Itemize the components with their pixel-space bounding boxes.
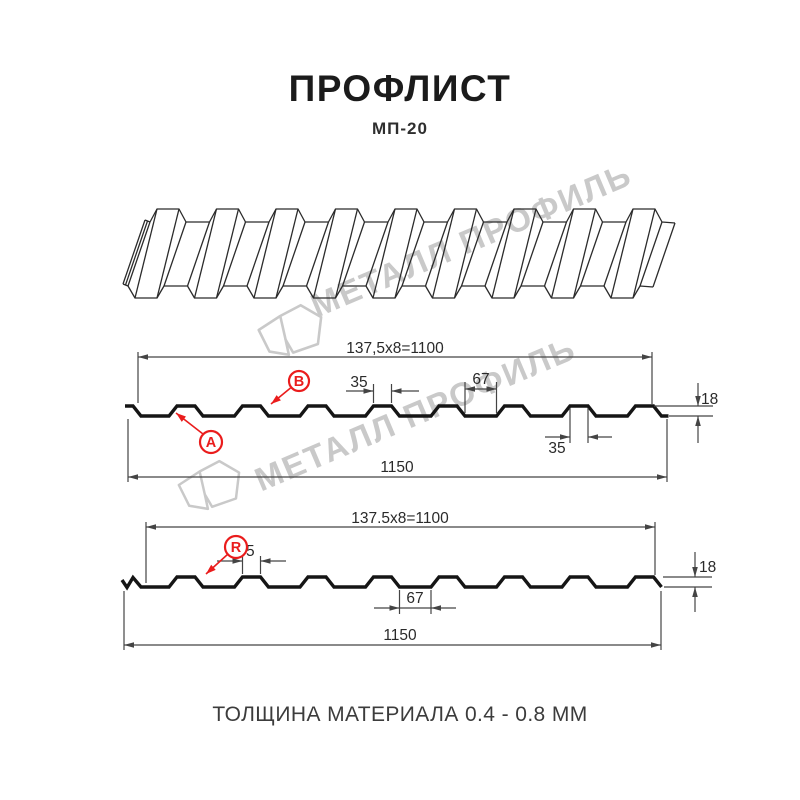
label-marker-b bbox=[287, 369, 311, 393]
dim-working-width-top: 137,5x8=1100 bbox=[346, 340, 444, 357]
dimension-lines bbox=[123, 352, 713, 650]
callout-arrows bbox=[175, 387, 292, 575]
sheet-3d-drawing bbox=[122, 208, 676, 299]
header: ПРОФЛИСТ МП-20 bbox=[0, 68, 800, 139]
watermark-logo-icon bbox=[257, 303, 323, 357]
dim-valley-width-top: 67 bbox=[472, 371, 489, 388]
watermark-logo-icon bbox=[177, 459, 241, 511]
dim-height-top: 18 bbox=[701, 391, 718, 408]
label-b: B bbox=[294, 374, 304, 390]
label-marker-r bbox=[223, 534, 249, 560]
label-a: A bbox=[206, 435, 217, 451]
material-thickness-caption: ТОЛЩИНА МАТЕРИАЛА 0.4 - 0.8 ММ bbox=[212, 703, 588, 726]
dim-crest-width-bottom: 35 bbox=[548, 440, 565, 457]
label-r: R bbox=[231, 540, 242, 556]
dim-crest-width-top: 35 bbox=[350, 374, 367, 391]
profile-model-label: МП-20 bbox=[372, 119, 428, 138]
profile-cross-section-bottom bbox=[120, 574, 663, 591]
dimension-arrows bbox=[124, 354, 701, 648]
dim-total-width-top: 1150 bbox=[380, 459, 414, 476]
dim-total-width-bottom-diagram: 1150 bbox=[383, 627, 417, 644]
dim-valley-width-bottom-diagram: 67 bbox=[406, 590, 423, 607]
dim-height-bottom-diagram: 18 bbox=[699, 559, 716, 576]
dim-working-width-bottom-diagram: 137.5x8=1100 bbox=[351, 510, 449, 527]
page-title: ПРОФЛИСТ bbox=[288, 68, 512, 109]
profile-cross-section-top bbox=[125, 404, 669, 418]
label-marker-a bbox=[198, 429, 224, 455]
